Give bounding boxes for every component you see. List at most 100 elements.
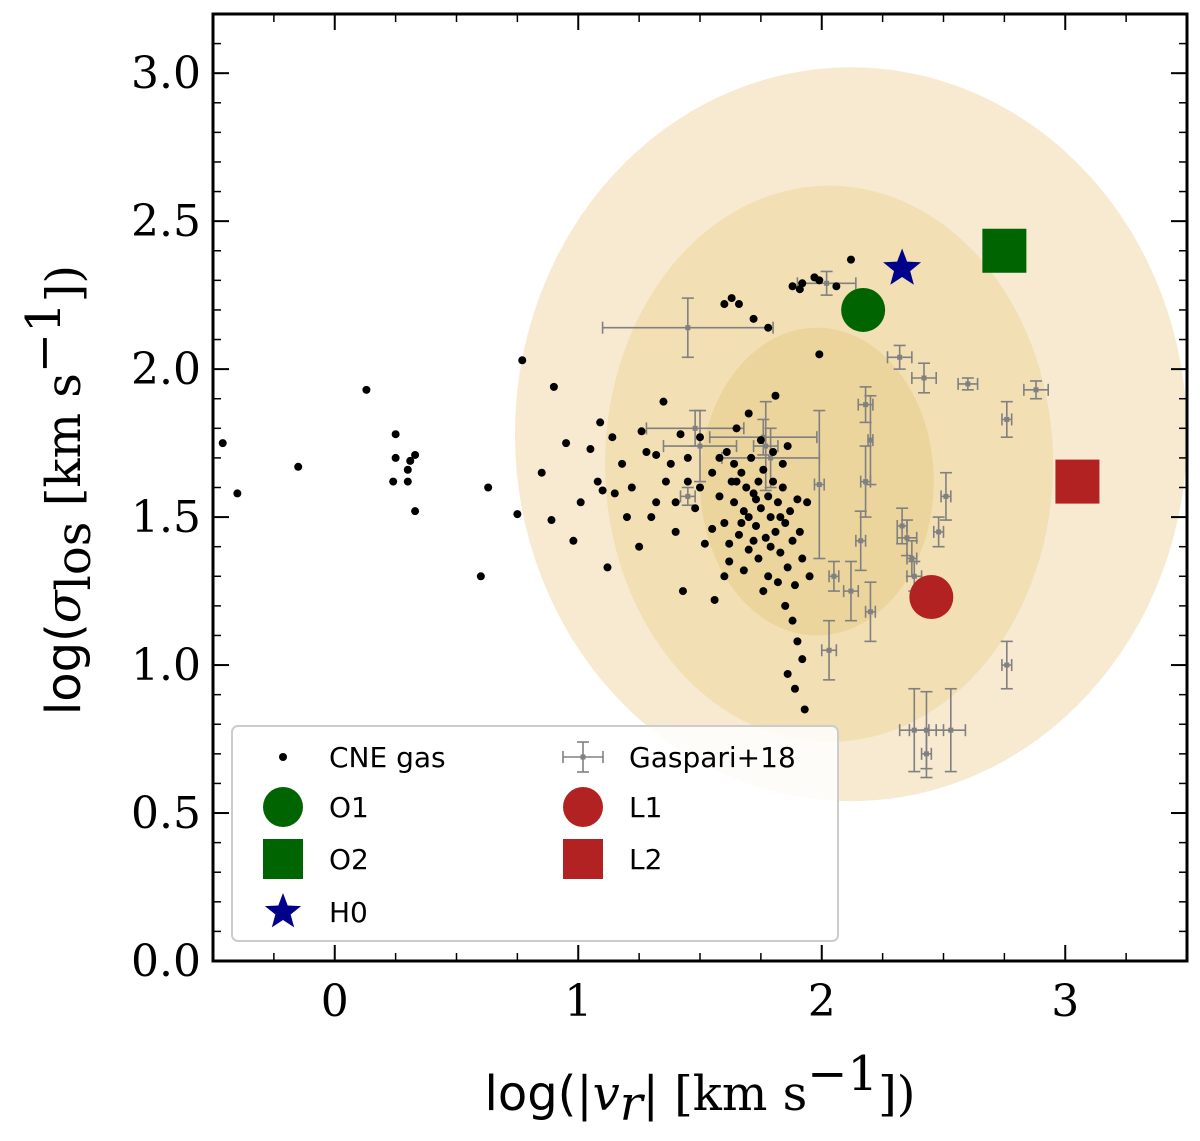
cne-gas-point [389, 477, 398, 486]
gaspari18-marker [685, 325, 691, 331]
cne-gas-point [549, 382, 558, 391]
cne-gas-point [661, 477, 670, 486]
cne-gas-point [391, 430, 400, 439]
gaspari18-point [864, 581, 877, 643]
cne-gas-point [737, 468, 746, 477]
cne-gas-point [734, 300, 743, 309]
gaspari18-marker [692, 425, 698, 431]
cne-gas-point [783, 442, 792, 451]
legend-marker-cne-gas [279, 753, 287, 761]
cne-gas-point [788, 616, 797, 625]
gaspari18-point [939, 471, 952, 521]
gaspari18-point [1000, 640, 1013, 690]
gaspari18-point [813, 409, 826, 560]
gaspari18-marker [768, 455, 774, 461]
cne-gas-point [391, 453, 400, 462]
cne-gas-point [708, 468, 717, 477]
cne-gas-point [803, 498, 812, 507]
cne-gas-point [846, 255, 855, 264]
gaspari18-point [886, 344, 913, 370]
cne-gas-point [598, 486, 607, 495]
cne-gas-point [676, 430, 685, 439]
gaspari18-marker [948, 727, 954, 733]
gaspari18-point [911, 362, 937, 394]
gaspari18-point [859, 445, 872, 518]
cne-gas-point [710, 595, 719, 604]
cne-gas-point [766, 542, 775, 551]
cne-gas-point [742, 483, 751, 492]
point-l2 [1055, 459, 1100, 504]
cne-gas-point [652, 498, 661, 507]
cne-gas-point [720, 300, 729, 309]
cne-gas-point [715, 453, 724, 462]
cne-gas-point [752, 495, 761, 504]
cne-gas-point [666, 459, 675, 468]
y-tick-label: 3.0 [131, 48, 201, 99]
cne-gas-point [783, 563, 792, 572]
cne-gas-point [218, 439, 227, 448]
x-tick-label: 2 [808, 976, 836, 1027]
cne-gas-point [759, 465, 768, 474]
gaspari18-marker [1033, 387, 1039, 393]
legend-entry: L1 [563, 787, 662, 827]
legend-entry: L2 [563, 839, 662, 879]
gaspari18-marker [685, 493, 691, 499]
gaspari18-marker [909, 556, 915, 562]
cne-gas-point [722, 447, 731, 456]
gaspari18-marker [965, 381, 971, 387]
gaspari18-point [854, 510, 867, 572]
y-tick-label: 2.0 [131, 344, 201, 395]
legend-label: H0 [329, 896, 368, 929]
x-axis-label: log(|vr| [km s−1]) [484, 1046, 915, 1132]
legend: CNE gas Gaspari+18 O1 L1 O2 L2 H0 [231, 725, 839, 942]
cne-gas-point [769, 447, 778, 456]
gaspari18-point [935, 687, 967, 773]
legend-box [231, 725, 839, 942]
point-l1 [909, 574, 954, 619]
cne-gas-point [761, 533, 770, 542]
cne-gas-point [781, 519, 790, 528]
special-points [841, 228, 1100, 619]
gaspari18-marker [921, 375, 927, 381]
cne-gas-point [786, 507, 795, 516]
cne-gas-point [749, 314, 758, 323]
gaspari18-marker [867, 609, 873, 615]
cne-gas-point [764, 572, 773, 581]
cne-gas-point [832, 282, 841, 291]
cne-gas-point [744, 513, 753, 522]
cne-gas-point [635, 542, 644, 551]
cne-gas-point [586, 445, 595, 454]
gaspari18-point [601, 297, 774, 359]
cne-gas-point [403, 477, 412, 486]
cne-gas-point [769, 477, 778, 486]
cne-gas-point [730, 459, 739, 468]
cne-gas-point [788, 282, 797, 291]
gaspari18-point [820, 619, 838, 681]
cne-gas-point [815, 350, 824, 359]
cne-gas-point [739, 507, 748, 516]
legend-entry: H0 [264, 893, 368, 929]
cne-gas-point [798, 554, 807, 563]
cne-gas-point [798, 655, 807, 664]
y-tick-label: 0.0 [131, 936, 201, 987]
cne-gas-point [691, 504, 700, 513]
cne-gas-point [798, 279, 807, 288]
cne-gas-point [647, 513, 656, 522]
cne-gas-point [518, 356, 527, 365]
cne-gas-point [596, 418, 605, 427]
cne-gas-point [725, 539, 734, 548]
cne-gas-point [720, 519, 729, 528]
x-tick-label: 0 [321, 976, 349, 1027]
cne-gas-point [752, 521, 761, 530]
gaspari18-point [842, 560, 860, 622]
cne-gas-point [747, 453, 756, 462]
cne-gas-point [788, 536, 797, 545]
cne-gas-point [683, 477, 692, 486]
cne-gas-point [737, 519, 746, 528]
gaspari18-marker [824, 280, 830, 286]
cne-gas-point [739, 566, 748, 575]
cne-gas-point [730, 498, 739, 507]
cne-gas-point [800, 705, 809, 714]
legend-marker-gaspari-18-dot [580, 754, 586, 760]
